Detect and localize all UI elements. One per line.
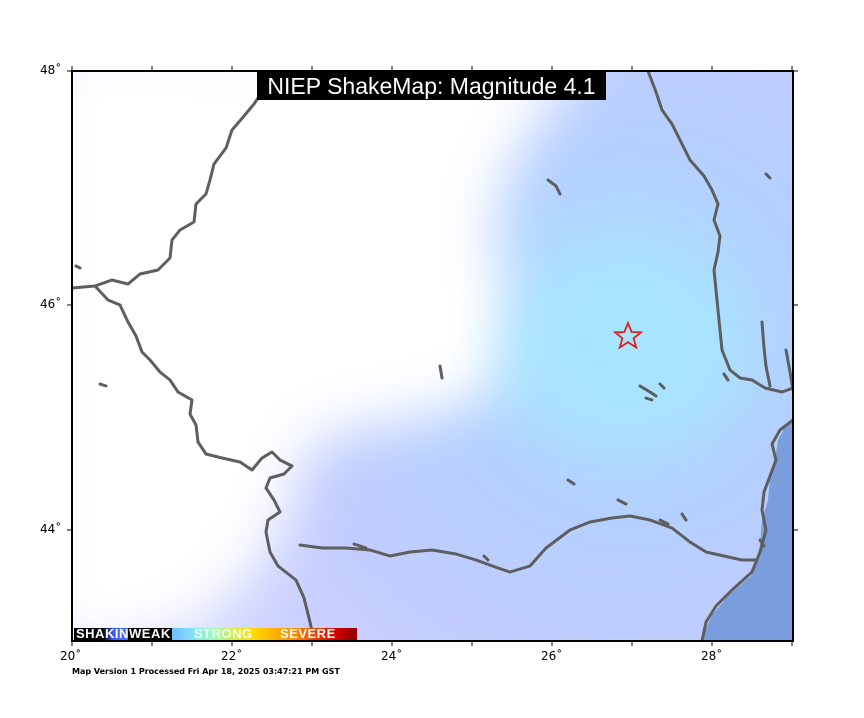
y-tick-label: 44˚ — [40, 522, 62, 536]
star-icon — [612, 320, 644, 350]
axis-ticks — [67, 66, 798, 646]
x-tick-label: 24˚ — [381, 649, 403, 663]
map-title: NIEP ShakeMap: Magnitude 4.1 — [257, 72, 606, 100]
intensity-legend: SHAKING WEAK STRONG SEVERE — [74, 628, 357, 640]
x-tick-label: 20˚ — [60, 649, 82, 663]
processing-note: Map Version 1 Processed Fri Apr 18, 2025… — [72, 667, 340, 676]
country-borders — [72, 71, 793, 641]
x-tick-label: 28˚ — [701, 649, 723, 663]
x-tick-label: 26˚ — [541, 649, 563, 663]
intensity-field — [72, 71, 793, 641]
plot-frame — [71, 70, 794, 642]
y-tick-label: 48˚ — [40, 63, 62, 77]
legend-shaking-label: SHAKING — [76, 628, 140, 640]
legend-severe-label: SEVERE — [280, 628, 336, 640]
black-sea — [700, 420, 793, 641]
legend-strong-label: STRONG — [194, 628, 253, 640]
x-tick-label: 22˚ — [221, 649, 243, 663]
legend-weak-label: WEAK — [128, 628, 172, 640]
y-tick-label: 46˚ — [40, 297, 62, 311]
